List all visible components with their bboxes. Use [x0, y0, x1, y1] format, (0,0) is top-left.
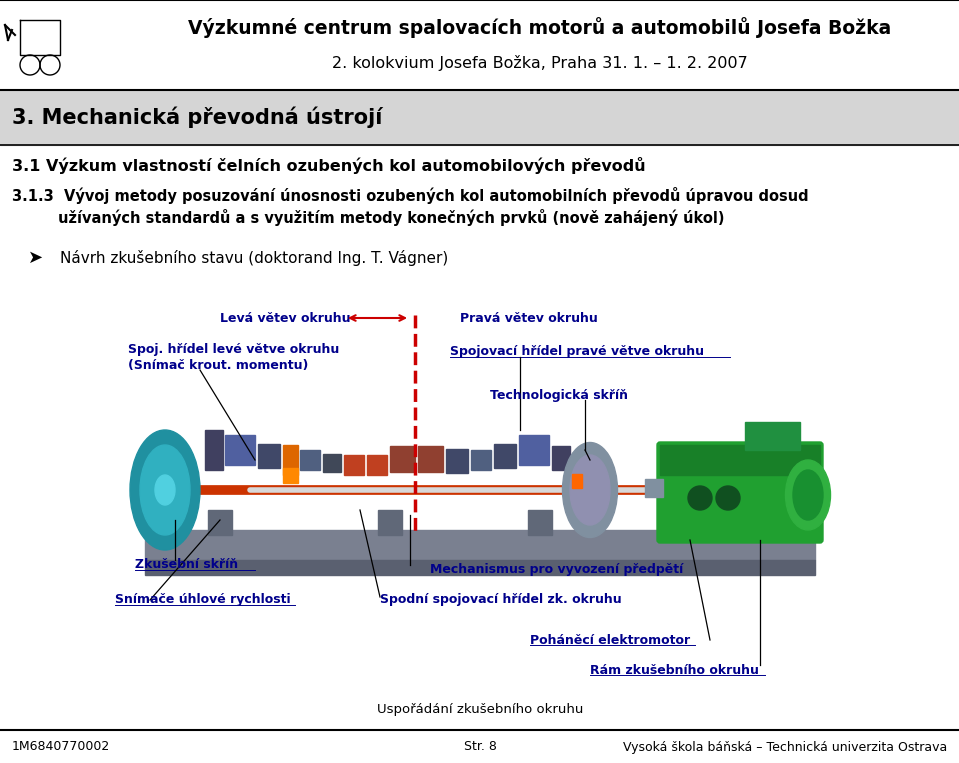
Bar — [418, 446, 443, 472]
Bar — [519, 435, 549, 465]
Text: Návrh zkušebního stavu (doktorand Ing. T. Vágner): Návrh zkušebního stavu (doktorand Ing. T… — [60, 250, 448, 266]
Circle shape — [688, 486, 712, 510]
Bar — [494, 444, 516, 468]
Text: Levá větev okruhu: Levá větev okruhu — [220, 311, 350, 324]
Text: 3.1 Výzkum vlastností čelních ozubených kol automobilových převodů: 3.1 Výzkum vlastností čelních ozubených … — [12, 156, 645, 173]
Ellipse shape — [785, 460, 830, 530]
Circle shape — [716, 486, 740, 510]
Ellipse shape — [155, 475, 175, 505]
Text: 3.1.3  Vývoj metody posuzování únosnosti ozubených kol automobilních převodů úpr: 3.1.3 Vývoj metody posuzování únosnosti … — [12, 188, 808, 204]
Bar — [572, 474, 582, 488]
Text: 2. kolokvium Josefa Božka, Praha 31. 1. – 1. 2. 2007: 2. kolokvium Josefa Božka, Praha 31. 1. … — [332, 55, 748, 71]
Text: Rám zkušebního okruhu: Rám zkušebního okruhu — [590, 664, 759, 677]
Text: Výzkumné centrum spalovacích motorů a automobilů Josefa Božka: Výzkumné centrum spalovacích motorů a au… — [188, 18, 892, 38]
Bar — [367, 455, 387, 475]
Text: Pravá větev okruhu: Pravá větev okruhu — [460, 311, 597, 324]
Text: ➤: ➤ — [28, 249, 43, 267]
Text: Spojovací hřídel pravé větve okruhu: Spojovací hřídel pravé větve okruhu — [450, 346, 704, 359]
Ellipse shape — [130, 430, 200, 550]
Text: Technologická skříň: Technologická skříň — [490, 388, 628, 401]
Bar — [378, 510, 402, 535]
Bar — [145, 560, 815, 575]
Text: Mechanismus pro vyvození předpětí: Mechanismus pro vyvození předpětí — [430, 564, 683, 577]
Bar — [645, 479, 663, 497]
Bar — [5, 5, 110, 85]
Bar — [208, 510, 232, 535]
Text: Poháněcí elektromotor: Poháněcí elektromotor — [530, 633, 690, 646]
Text: (Snímač krout. momentu): (Snímač krout. momentu) — [128, 359, 309, 372]
Text: Str. 8: Str. 8 — [463, 741, 497, 754]
Text: Snímače úhlové rychlosti: Snímače úhlové rychlosti — [115, 594, 291, 607]
Text: užívaných standardů a s využitím metody konečných prvků (nově zahájený úkol): užívaných standardů a s využitím metody … — [12, 210, 724, 227]
Text: 1M6840770002: 1M6840770002 — [12, 741, 110, 754]
Text: Spodní spojovací hřídel zk. okruhu: Spodní spojovací hřídel zk. okruhu — [380, 594, 621, 607]
Bar — [323, 454, 341, 472]
Bar — [300, 450, 320, 470]
Bar — [205, 430, 223, 470]
Bar — [745, 422, 800, 450]
Bar — [225, 435, 255, 465]
Ellipse shape — [793, 470, 823, 520]
Bar — [660, 445, 820, 475]
Text: Vysoká škola báňská – Technická univerzita Ostrava: Vysoká škola báňská – Technická univerzi… — [622, 741, 947, 754]
Text: Spoj. hřídel levé větve okruhu: Spoj. hřídel levé větve okruhu — [128, 343, 339, 356]
Text: Uspořádání zkušebního okruhu: Uspořádání zkušebního okruhu — [377, 703, 583, 716]
Bar — [258, 444, 280, 468]
Bar — [471, 450, 491, 470]
Text: Zkušební skříň: Zkušební skříň — [135, 559, 238, 571]
Ellipse shape — [563, 443, 618, 537]
Text: 3. Mechanická převodná ústrojí: 3. Mechanická převodná ústrojí — [12, 106, 383, 127]
Bar — [528, 510, 552, 535]
Bar — [283, 445, 298, 475]
Bar — [446, 449, 468, 473]
Bar — [283, 468, 298, 483]
FancyBboxPatch shape — [657, 442, 823, 543]
Bar — [145, 530, 815, 560]
Ellipse shape — [570, 455, 610, 525]
Bar — [552, 446, 570, 470]
Ellipse shape — [140, 445, 190, 535]
Bar — [0, 90, 959, 145]
Bar — [390, 446, 415, 472]
Bar — [344, 455, 364, 475]
